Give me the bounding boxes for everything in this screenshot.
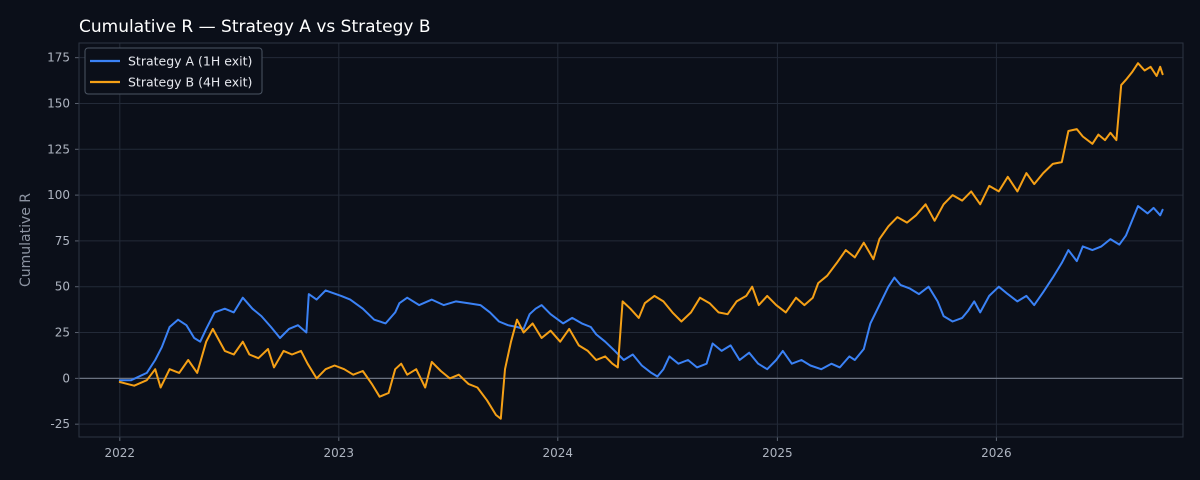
y-tick-label: 50	[55, 280, 70, 294]
chart-title: Cumulative R — Strategy A vs Strategy B	[79, 17, 431, 37]
y-tick-label: 175	[47, 51, 70, 65]
y-tick-label: 25	[55, 326, 70, 340]
legend-label: Strategy A (1H exit)	[128, 54, 252, 69]
legend: Strategy A (1H exit) Strategy B (4H exit)	[84, 47, 263, 95]
legend-box	[84, 47, 263, 95]
series-line-strategy-a	[118, 205, 1164, 382]
y-axis-label: Cumulative R	[18, 193, 34, 287]
plot-area	[79, 43, 1183, 437]
y-tick-label: 150	[47, 96, 70, 110]
x-tick-label: 2026	[981, 446, 1012, 460]
x-tick-label: 2022	[105, 446, 136, 460]
series-line-strategy-b	[118, 62, 1164, 420]
y-tick-label: 75	[55, 234, 70, 248]
x-tick-label: 2023	[324, 446, 355, 460]
y-tick-label: 0	[62, 371, 70, 385]
y-tick-label: -25	[50, 417, 70, 431]
legend-label: Strategy B (4H exit)	[128, 75, 252, 90]
x-tick-label: 2025	[762, 446, 793, 460]
plot-frame	[78, 42, 1184, 438]
y-tick-label: 125	[47, 142, 70, 156]
y-tick-label: 100	[47, 188, 70, 202]
x-tick-label: 2024	[543, 446, 574, 460]
